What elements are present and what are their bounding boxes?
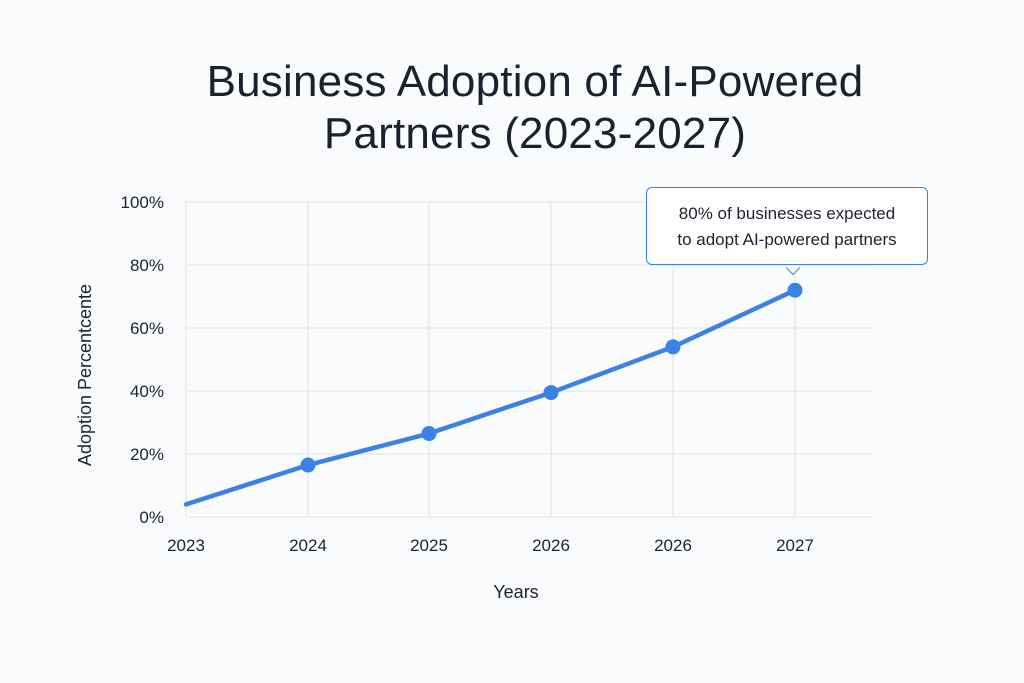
x-axis-ticks: 2023 2024 2025 2026 2026 2027 (167, 536, 814, 555)
x-tick-label: 2026 (532, 536, 570, 555)
chart-title-line-2: Partners (2023-2027) (323, 109, 747, 158)
data-point-marker[interactable] (421, 426, 437, 442)
y-tick-label: 40% (130, 382, 164, 401)
series-line (183, 287, 798, 507)
y-tick-label: 60% (130, 319, 164, 338)
y-axis-title: Adoption Percentcente (75, 284, 95, 466)
y-tick-label: 100% (121, 193, 164, 212)
x-tick-label: 2024 (289, 536, 327, 555)
data-series (183, 282, 803, 507)
y-tick-label: 0% (139, 508, 164, 527)
y-tick-label: 80% (130, 256, 164, 275)
x-axis-title: Years (493, 582, 538, 602)
data-point-marker[interactable] (300, 457, 316, 473)
data-point-marker[interactable] (543, 385, 559, 401)
y-axis-ticks: 0% 20% 40% 60% 80% 100% (121, 193, 164, 527)
annotation-callout: 80% of businesses expected to adopt AI-p… (646, 187, 928, 265)
data-point-marker[interactable] (665, 339, 681, 355)
y-tick-label: 20% (130, 445, 164, 464)
callout-line-2: to adopt AI-powered partners (677, 230, 897, 249)
x-tick-label: 2023 (167, 536, 205, 555)
callout-line-1: 80% of businesses expected (678, 204, 896, 223)
x-tick-label: 2025 (410, 536, 448, 555)
x-tick-label: 2027 (776, 536, 814, 555)
data-point-marker[interactable] (787, 282, 803, 298)
chart-title-line-1: Business Adoption of AI-Powered (206, 57, 864, 106)
x-tick-label: 2026 (654, 536, 692, 555)
chart-title: Business Adoption of AI-Powered Partners… (0, 56, 1024, 160)
